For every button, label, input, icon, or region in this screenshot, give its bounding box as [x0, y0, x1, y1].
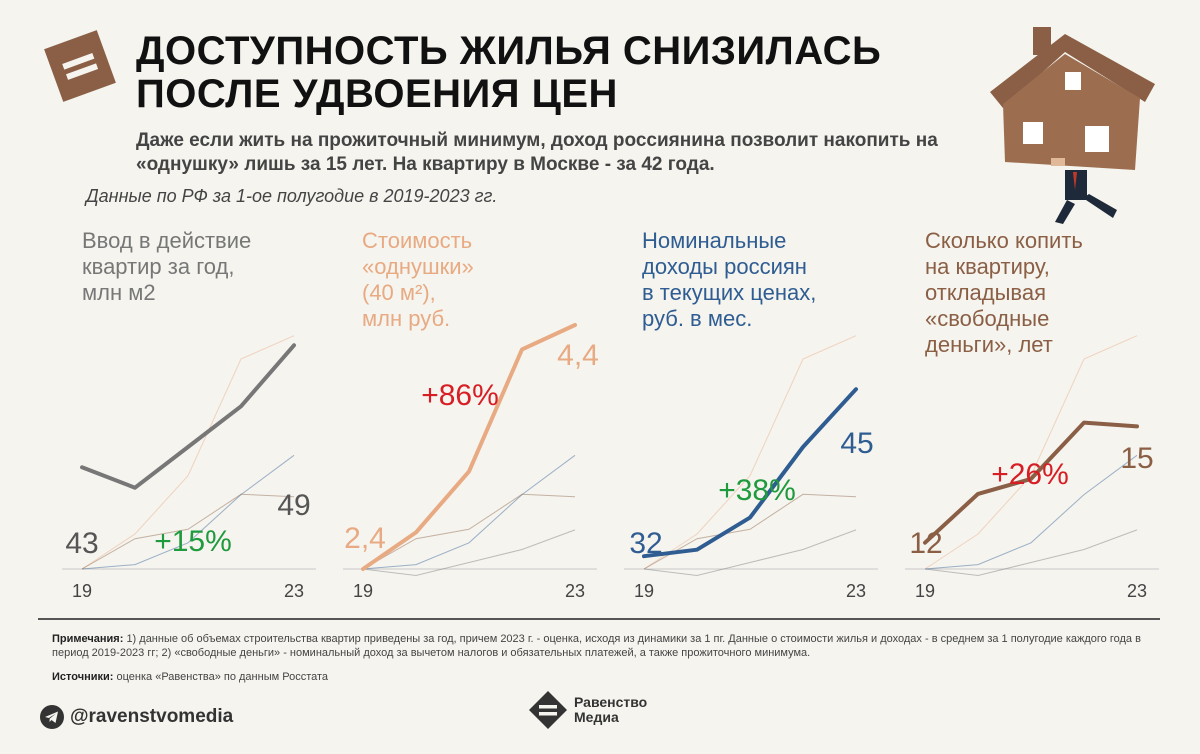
- charts-area: 43 49 +15% 19 23 2,4 4,4 +86% 19 23 32 45 +38% 19 23 12…: [62, 323, 1159, 601]
- page-title: ДОСТУПНОСТЬ ЖИЛЬЯ СНИЗИЛАСЬ ПОСЛЕ УДВОЕН…: [136, 30, 881, 116]
- change-label-3: +38%: [718, 474, 796, 507]
- x-tick-end-1: 23: [284, 581, 304, 601]
- change-label-4: +26%: [991, 458, 1069, 491]
- background-line-2-1: [362, 529, 576, 577]
- x-tick-start-3: 19: [634, 581, 654, 601]
- x-tick-end-3: 23: [846, 581, 866, 601]
- end-value-label-2: 4,4: [557, 339, 599, 372]
- chart4-heading: Сколько копить на квартиру, откладывая «…: [925, 228, 1083, 357]
- house-illustration-icon: [990, 27, 1155, 224]
- series-line-4: [923, 420, 1139, 545]
- subtitle: Даже если жить на прожиточный минимум, д…: [136, 130, 938, 175]
- telegram-icon: [40, 705, 64, 729]
- background-line-4-2: [924, 335, 1138, 570]
- sources-text: оценка «Равенства» по данным Росстата: [116, 671, 329, 683]
- sources-label: Источники:: [52, 671, 114, 683]
- background-line-3-4: [643, 493, 857, 570]
- chart3-heading: Номинальные доходы россиян в текущих цен…: [642, 228, 817, 331]
- notes: Примечания: 1) данные об объемах строите…: [52, 632, 1162, 660]
- change-label-2: +86%: [421, 379, 499, 412]
- end-value-label-1: 49: [277, 489, 310, 522]
- sources: Источники: оценка «Равенства» по данным …: [52, 671, 328, 683]
- chart2-heading: Стоимость «однушки» (40 м²), млн руб.: [362, 228, 474, 331]
- start-value-label-4: 12: [909, 527, 942, 560]
- chart1-heading: Ввод в действие квартир за год, млн м2: [82, 228, 252, 305]
- end-value-label-4: 15: [1120, 442, 1153, 475]
- background-line-2-3: [362, 454, 576, 570]
- background-line-2-4: [362, 493, 576, 570]
- background-line-3-1: [643, 529, 857, 577]
- x-tick-end-2: 23: [565, 581, 585, 601]
- data-note: Данные по РФ за 1-ое полугодие в 2019-20…: [86, 186, 498, 206]
- brand-equals-icon: [529, 691, 567, 729]
- title-line-2: ПОСЛЕ УДВОЕНИЯ ЦЕН: [136, 72, 618, 116]
- background-line-1-2: [81, 335, 295, 570]
- start-value-label-1: 43: [65, 527, 98, 560]
- notes-text: 1) данные об объемах строительства кварт…: [52, 633, 1141, 659]
- title-line-1: ДОСТУПНОСТЬ ЖИЛЬЯ СНИЗИЛАСЬ: [136, 29, 882, 73]
- start-value-label-2: 2,4: [344, 522, 386, 555]
- end-value-label-3: 45: [840, 427, 873, 460]
- x-tick-start-1: 19: [72, 581, 92, 601]
- x-tick-start-4: 19: [915, 581, 935, 601]
- notes-label: Примечания:: [52, 633, 124, 645]
- background-line-1-4: [81, 493, 295, 570]
- brand-name: Равенство Медиа: [574, 694, 648, 725]
- background-line-1-3: [81, 454, 295, 570]
- background-line-3-2: [643, 335, 857, 570]
- series-line-2: [361, 323, 577, 571]
- brand-logo: Равенство Медиа: [528, 690, 647, 730]
- divider: [38, 618, 1160, 620]
- start-value-label-3: 32: [629, 527, 662, 560]
- background-line-4-1: [924, 529, 1138, 577]
- x-tick-end-4: 23: [1127, 581, 1147, 601]
- background-line-4-3: [924, 454, 1138, 570]
- telegram-link[interactable]: @ravenstvomedia: [40, 705, 233, 729]
- series-line-1: [80, 343, 296, 490]
- change-label-1: +15%: [154, 525, 232, 558]
- x-tick-start-2: 19: [353, 581, 373, 601]
- series-line-3: [642, 387, 858, 559]
- telegram-handle: @ravenstvomedia: [70, 706, 234, 727]
